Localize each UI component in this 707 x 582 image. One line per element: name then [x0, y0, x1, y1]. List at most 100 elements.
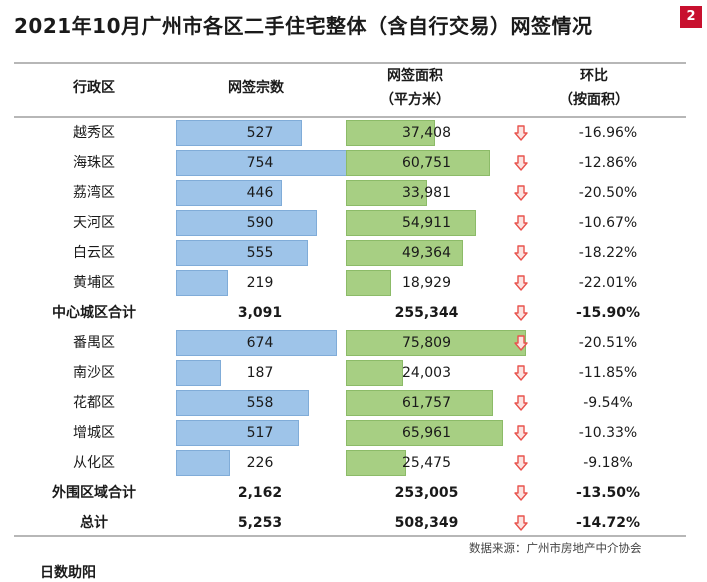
table-total-row: 外围区域合计 2,162 253,005 -13.50% [14, 478, 686, 508]
units-bar [176, 210, 317, 236]
change-value: -14.72% [575, 515, 641, 531]
units-value: 446 [246, 185, 274, 201]
area-value: 60,751 [402, 155, 451, 171]
district-name: 越秀区 [73, 125, 115, 141]
area-value: 33,981 [402, 185, 451, 201]
table-bottom-rule [14, 535, 686, 537]
area-bar [346, 450, 407, 476]
down-arrow-icon [514, 395, 528, 411]
district-name: 外围区域合计 [52, 485, 136, 501]
table-row: 海珠区 754 60,751 -12.86% [14, 148, 686, 178]
district-name: 中心城区合计 [52, 305, 136, 321]
table-row: 黄埔区 219 18,929 -22.01% [14, 268, 686, 298]
district-name: 黄埔区 [73, 275, 115, 291]
units-value: 5,253 [237, 515, 283, 531]
table-row: 增城区 517 65,961 -10.33% [14, 418, 686, 448]
area-bar [346, 240, 464, 266]
area-value: 24,003 [402, 365, 451, 381]
area-value: 61,757 [402, 395, 451, 411]
page-title: 2021年10月广州市各区二手住宅整体（含自行交易）网签情况 [14, 14, 593, 38]
table-row: 越秀区 527 37,408 -16.96% [14, 118, 686, 148]
units-value: 3,091 [237, 305, 283, 321]
units-value: 558 [246, 395, 274, 411]
area-bar [346, 390, 493, 416]
change-value: -11.85% [578, 365, 638, 381]
table-total-row: 中心城区合计 3,091 255,344 -15.90% [14, 298, 686, 328]
header-change-line2: （按面积） [559, 92, 629, 108]
down-arrow-icon [514, 305, 528, 321]
change-value: -13.50% [575, 485, 641, 501]
header-units: 网签宗数 [228, 80, 284, 96]
units-value: 590 [246, 215, 274, 231]
change-value: -15.90% [575, 305, 641, 321]
header-top-rule [14, 62, 686, 64]
units-value: 2,162 [237, 485, 283, 501]
area-value: 37,408 [402, 125, 451, 141]
change-value: -10.33% [578, 425, 638, 441]
down-arrow-icon [514, 245, 528, 261]
area-bar [346, 210, 477, 236]
area-value: 75,809 [402, 335, 451, 351]
down-arrow-icon [514, 425, 528, 441]
units-value: 527 [246, 125, 274, 141]
units-value: 219 [246, 275, 274, 291]
down-arrow-icon [514, 515, 528, 531]
change-value: -22.01% [578, 275, 638, 291]
data-source: 数据来源：广州市房地产中介协会 [469, 541, 642, 555]
area-value: 65,961 [402, 425, 451, 441]
units-bar [176, 270, 229, 296]
area-value: 255,344 [394, 305, 459, 321]
table-row: 白云区 555 49,364 -18.22% [14, 238, 686, 268]
units-value: 517 [246, 425, 274, 441]
units-value: 187 [246, 365, 274, 381]
district-name: 白云区 [73, 245, 115, 261]
change-value: -20.51% [578, 335, 638, 351]
area-bar [346, 360, 403, 386]
area-value: 508,349 [394, 515, 459, 531]
down-arrow-icon [514, 485, 528, 501]
units-value: 555 [246, 245, 274, 261]
header-bottom-rule [14, 116, 686, 118]
change-value: -9.18% [583, 455, 633, 471]
units-bar [176, 390, 310, 416]
area-value: 49,364 [402, 245, 451, 261]
units-bar [176, 330, 337, 356]
area-bar [346, 270, 391, 296]
page-number-badge: 2 [680, 6, 702, 28]
area-value: 54,911 [402, 215, 451, 231]
area-bar [346, 330, 526, 356]
table-total-row: 总计 5,253 508,349 -14.72% [14, 508, 686, 538]
down-arrow-icon [514, 215, 528, 231]
down-arrow-icon [514, 455, 528, 471]
district-name: 番禺区 [73, 335, 115, 351]
header-change-line1: 环比 [580, 68, 608, 84]
header-area-line2: （平方米） [380, 92, 450, 108]
units-value: 754 [246, 155, 274, 171]
change-value: -20.50% [578, 185, 638, 201]
down-arrow-icon [514, 185, 528, 201]
area-bar [346, 420, 503, 446]
units-bar [176, 240, 309, 266]
units-bar [176, 120, 302, 146]
down-arrow-icon [514, 335, 528, 351]
area-value: 253,005 [394, 485, 459, 501]
units-value: 226 [246, 455, 274, 471]
units-bar [176, 150, 356, 176]
header-area-line1: 网签面积 [387, 68, 443, 84]
down-arrow-icon [514, 125, 528, 141]
table-row: 天河区 590 54,911 -10.67% [14, 208, 686, 238]
district-name: 海珠区 [73, 155, 115, 171]
stray-text: 日数助阳 [40, 565, 96, 581]
area-bar [346, 150, 491, 176]
table-row: 番禺区 674 75,809 -20.51% [14, 328, 686, 358]
change-value: -10.67% [578, 215, 638, 231]
header-district: 行政区 [73, 80, 115, 96]
area-bar [346, 180, 427, 206]
table-row: 花都区 558 61,757 -9.54% [14, 388, 686, 418]
table-row: 荔湾区 446 33,981 -20.50% [14, 178, 686, 208]
district-name: 总计 [80, 515, 108, 531]
change-value: -18.22% [578, 245, 638, 261]
area-bar [346, 120, 435, 146]
table-row: 从化区 226 25,475 -9.18% [14, 448, 686, 478]
district-name: 增城区 [73, 425, 115, 441]
